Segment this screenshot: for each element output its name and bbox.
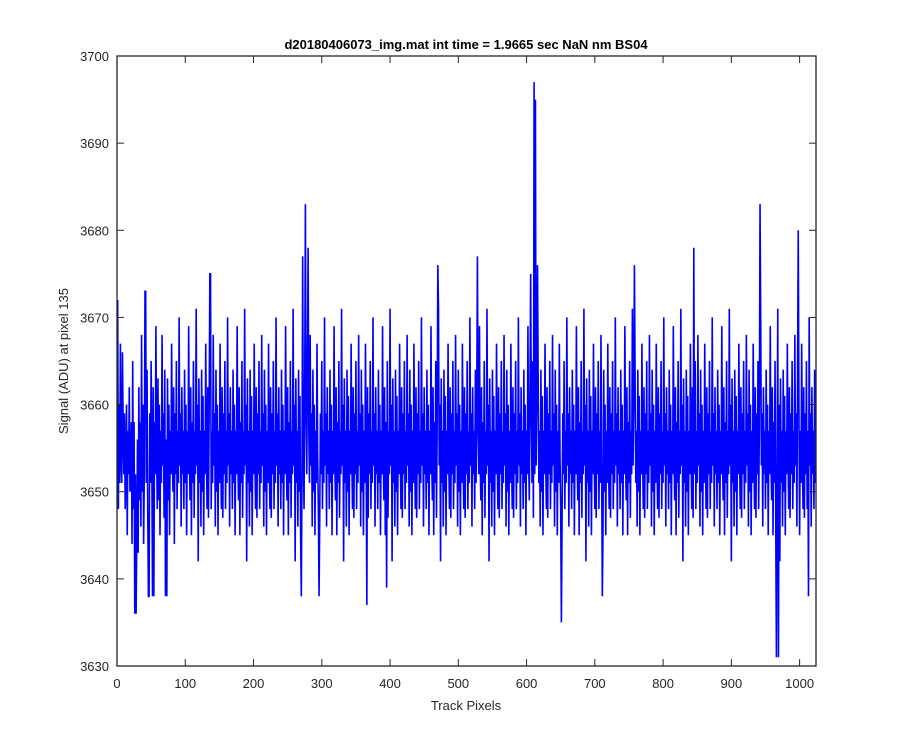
series-line bbox=[117, 82, 816, 658]
x-tick-label: 600 bbox=[516, 676, 538, 691]
y-tick-label: 3660 bbox=[80, 398, 109, 413]
x-tick-label: 700 bbox=[584, 676, 606, 691]
x-tick-label: 300 bbox=[311, 676, 333, 691]
y-axis-label: Signal (ADU) at pixel 135 bbox=[56, 288, 71, 434]
axes-box bbox=[116, 55, 817, 667]
y-tick-label: 3700 bbox=[80, 49, 109, 64]
y-tick-label: 3650 bbox=[80, 485, 109, 500]
x-tick-label: 500 bbox=[447, 676, 469, 691]
y-tick-label: 3680 bbox=[80, 223, 109, 238]
y-tick-label: 3690 bbox=[80, 136, 109, 151]
y-ticks: 3630 3640 3650 3660 3670 3680 3690 3700 bbox=[80, 49, 816, 674]
x-tick-label: 100 bbox=[174, 676, 196, 691]
x-tick-label: 0 bbox=[113, 676, 120, 691]
x-tick-label: 800 bbox=[652, 676, 674, 691]
y-tick-label: 3640 bbox=[80, 572, 109, 587]
x-axis-label: Track Pixels bbox=[431, 698, 502, 713]
x-ticks: 0 100 200 300 400 500 600 700 800 900 1000 bbox=[113, 56, 814, 691]
x-tick-label: 900 bbox=[721, 676, 743, 691]
x-tick-label: 400 bbox=[379, 676, 401, 691]
x-tick-label: 1000 bbox=[785, 676, 814, 691]
x-tick-label: 200 bbox=[243, 676, 265, 691]
series-layer bbox=[117, 82, 816, 658]
y-tick-label: 3630 bbox=[80, 659, 109, 674]
y-tick-label: 3670 bbox=[80, 310, 109, 325]
chart-title: d20180406073_img.mat int time = 1.9665 s… bbox=[284, 37, 648, 52]
